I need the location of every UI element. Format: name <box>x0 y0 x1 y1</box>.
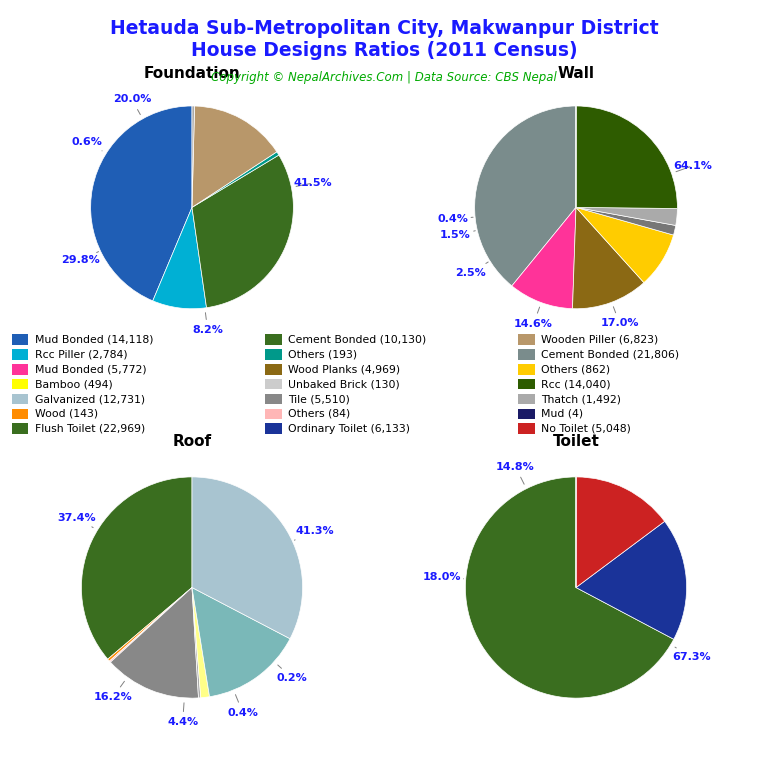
Wedge shape <box>109 588 192 662</box>
Text: 0.6%: 0.6% <box>72 137 103 151</box>
Text: 14.8%: 14.8% <box>496 462 535 484</box>
Bar <box>12 379 28 389</box>
Text: Rcc (14,040): Rcc (14,040) <box>541 379 611 389</box>
Text: 0.2%: 0.2% <box>276 665 307 683</box>
Wedge shape <box>576 106 677 209</box>
Bar <box>518 423 535 434</box>
Text: 20.0%: 20.0% <box>113 94 151 114</box>
Title: Wall: Wall <box>558 65 594 81</box>
Text: Wood (143): Wood (143) <box>35 409 98 419</box>
Bar <box>518 364 535 375</box>
Wedge shape <box>91 106 192 301</box>
Title: Foundation: Foundation <box>144 65 240 81</box>
Wedge shape <box>192 106 194 207</box>
Text: 1.5%: 1.5% <box>440 230 475 240</box>
Wedge shape <box>192 588 290 697</box>
Text: Cement Bonded (10,130): Cement Bonded (10,130) <box>288 335 426 345</box>
Text: 0.4%: 0.4% <box>438 214 473 224</box>
Bar <box>518 379 535 389</box>
Text: Mud (4): Mud (4) <box>541 409 584 419</box>
Wedge shape <box>192 588 200 698</box>
Text: 16.2%: 16.2% <box>94 681 133 702</box>
Text: Wooden Piller (6,823): Wooden Piller (6,823) <box>541 335 659 345</box>
Wedge shape <box>576 207 677 226</box>
Text: Rcc Piller (2,784): Rcc Piller (2,784) <box>35 349 127 359</box>
Bar <box>12 423 28 434</box>
Wedge shape <box>192 152 279 207</box>
Text: Cement Bonded (21,806): Cement Bonded (21,806) <box>541 349 680 359</box>
Wedge shape <box>192 155 293 308</box>
Text: 29.8%: 29.8% <box>61 252 100 265</box>
Bar <box>265 349 282 359</box>
Bar <box>265 394 282 404</box>
Text: 67.3%: 67.3% <box>672 647 711 662</box>
Text: 18.0%: 18.0% <box>422 572 464 582</box>
Wedge shape <box>576 207 674 283</box>
Text: 14.6%: 14.6% <box>514 307 553 329</box>
Wedge shape <box>192 106 276 207</box>
Bar <box>12 409 28 419</box>
Bar <box>12 334 28 345</box>
Text: 41.5%: 41.5% <box>294 178 333 188</box>
Text: 2.5%: 2.5% <box>455 262 488 278</box>
Text: Ordinary Toilet (6,133): Ordinary Toilet (6,133) <box>288 424 410 434</box>
Text: Tile (5,510): Tile (5,510) <box>288 394 350 404</box>
Text: Galvanized (12,731): Galvanized (12,731) <box>35 394 144 404</box>
Title: Toilet: Toilet <box>552 434 600 449</box>
Wedge shape <box>512 207 576 309</box>
Text: Others (862): Others (862) <box>541 364 611 374</box>
Text: 4.4%: 4.4% <box>167 703 198 727</box>
Wedge shape <box>111 588 198 698</box>
Bar <box>265 379 282 389</box>
Text: Thatch (1,492): Thatch (1,492) <box>541 394 621 404</box>
Bar <box>518 394 535 404</box>
Text: Others (193): Others (193) <box>288 349 357 359</box>
Text: Others (84): Others (84) <box>288 409 350 419</box>
Text: No Toilet (5,048): No Toilet (5,048) <box>541 424 631 434</box>
Title: Roof: Roof <box>173 434 211 449</box>
Wedge shape <box>192 477 303 639</box>
Bar <box>518 334 535 345</box>
Wedge shape <box>153 207 207 309</box>
Text: 17.0%: 17.0% <box>601 306 639 328</box>
Bar <box>12 364 28 375</box>
Wedge shape <box>576 521 687 639</box>
Text: 0.4%: 0.4% <box>227 694 258 717</box>
Wedge shape <box>108 588 192 661</box>
Bar <box>265 409 282 419</box>
Text: Copyright © NepalArchives.Com | Data Source: CBS Nepal: Copyright © NepalArchives.Com | Data Sou… <box>211 71 557 84</box>
Text: Mud Bonded (14,118): Mud Bonded (14,118) <box>35 335 153 345</box>
Bar <box>518 409 535 419</box>
Text: 41.3%: 41.3% <box>294 526 334 540</box>
Text: Hetauda Sub-Metropolitan City, Makwanpur District
House Designs Ratios (2011 Cen: Hetauda Sub-Metropolitan City, Makwanpur… <box>110 19 658 60</box>
Text: Wood Planks (4,969): Wood Planks (4,969) <box>288 364 400 374</box>
Bar <box>12 349 28 359</box>
Bar <box>265 364 282 375</box>
Bar <box>12 394 28 404</box>
Wedge shape <box>465 477 674 698</box>
Wedge shape <box>475 106 576 286</box>
Wedge shape <box>192 588 210 698</box>
Text: Mud Bonded (5,772): Mud Bonded (5,772) <box>35 364 146 374</box>
Bar <box>518 349 535 359</box>
Text: 37.4%: 37.4% <box>58 512 96 528</box>
Wedge shape <box>81 477 192 659</box>
Wedge shape <box>576 477 664 588</box>
Wedge shape <box>572 207 644 309</box>
Text: Unbaked Brick (130): Unbaked Brick (130) <box>288 379 400 389</box>
Text: 64.1%: 64.1% <box>673 161 712 172</box>
Wedge shape <box>576 207 676 235</box>
Bar <box>265 334 282 345</box>
Bar <box>265 423 282 434</box>
Text: 8.2%: 8.2% <box>192 313 223 335</box>
Text: Bamboo (494): Bamboo (494) <box>35 379 112 389</box>
Text: Flush Toilet (22,969): Flush Toilet (22,969) <box>35 424 145 434</box>
